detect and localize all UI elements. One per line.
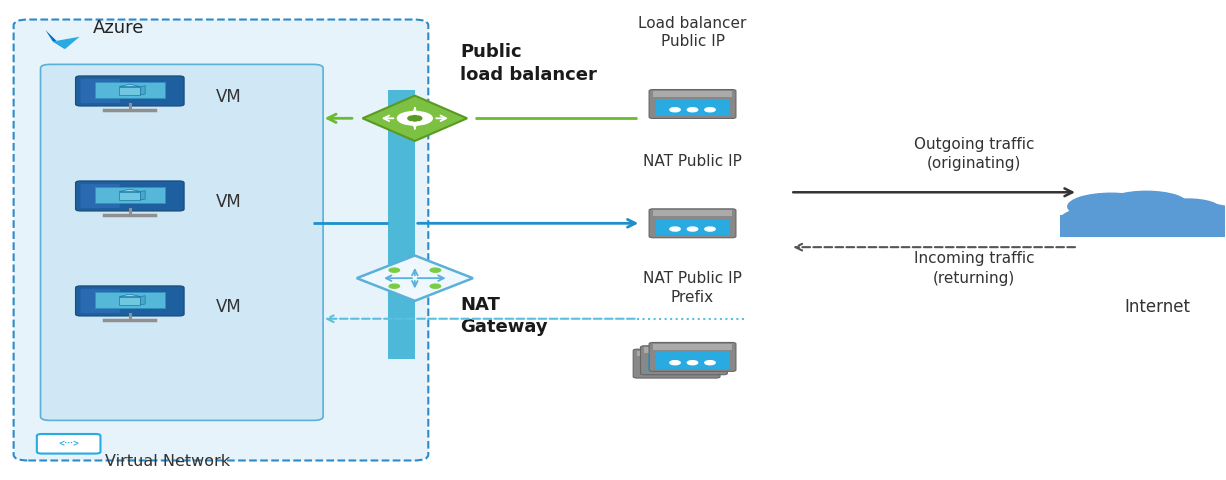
Circle shape: [688, 360, 698, 365]
FancyBboxPatch shape: [636, 350, 716, 356]
FancyBboxPatch shape: [649, 90, 736, 119]
Text: Internet: Internet: [1124, 298, 1190, 316]
Ellipse shape: [1105, 191, 1188, 216]
Text: Load balancer
Public IP: Load balancer Public IP: [639, 16, 747, 49]
FancyBboxPatch shape: [387, 90, 414, 360]
FancyBboxPatch shape: [96, 292, 164, 308]
FancyBboxPatch shape: [13, 20, 428, 460]
Polygon shape: [119, 189, 141, 192]
Polygon shape: [141, 296, 145, 305]
FancyBboxPatch shape: [76, 76, 184, 106]
Circle shape: [661, 364, 672, 368]
Polygon shape: [141, 191, 145, 200]
Polygon shape: [357, 255, 473, 301]
Circle shape: [397, 111, 433, 125]
FancyBboxPatch shape: [649, 209, 736, 238]
FancyBboxPatch shape: [119, 297, 141, 305]
Circle shape: [688, 227, 698, 231]
Circle shape: [696, 364, 706, 368]
Text: VM: VM: [216, 298, 242, 316]
FancyBboxPatch shape: [656, 219, 728, 235]
Circle shape: [389, 284, 400, 288]
Circle shape: [669, 227, 680, 231]
FancyBboxPatch shape: [96, 187, 164, 203]
Circle shape: [672, 367, 682, 372]
Circle shape: [430, 268, 440, 272]
Circle shape: [705, 108, 715, 112]
FancyBboxPatch shape: [37, 434, 101, 454]
Circle shape: [705, 227, 715, 231]
Circle shape: [688, 108, 698, 112]
Circle shape: [430, 284, 440, 288]
FancyBboxPatch shape: [652, 91, 732, 96]
Text: Azure: Azure: [93, 19, 145, 36]
Circle shape: [389, 268, 400, 272]
Circle shape: [689, 367, 699, 372]
FancyBboxPatch shape: [640, 359, 712, 375]
Circle shape: [669, 360, 680, 365]
FancyBboxPatch shape: [1060, 215, 1226, 237]
Text: Outgoing traffic
(originating): Outgoing traffic (originating): [913, 137, 1034, 171]
FancyBboxPatch shape: [649, 342, 736, 372]
Text: VM: VM: [216, 193, 242, 211]
FancyBboxPatch shape: [76, 286, 184, 316]
Circle shape: [705, 360, 715, 365]
FancyBboxPatch shape: [81, 79, 120, 103]
FancyBboxPatch shape: [40, 64, 324, 420]
Ellipse shape: [1067, 192, 1155, 220]
FancyBboxPatch shape: [656, 99, 728, 116]
FancyBboxPatch shape: [119, 192, 141, 200]
FancyBboxPatch shape: [652, 344, 732, 349]
FancyBboxPatch shape: [656, 352, 728, 369]
Circle shape: [679, 364, 689, 368]
FancyBboxPatch shape: [76, 181, 184, 211]
Circle shape: [653, 367, 664, 372]
Polygon shape: [119, 84, 141, 86]
FancyBboxPatch shape: [640, 346, 727, 375]
FancyBboxPatch shape: [647, 356, 720, 372]
Circle shape: [669, 108, 680, 112]
Text: Public
load balancer: Public load balancer: [460, 43, 597, 84]
Polygon shape: [363, 96, 467, 141]
Text: Incoming traffic
(returning): Incoming traffic (returning): [913, 251, 1035, 286]
Text: NAT Public IP
Prefix: NAT Public IP Prefix: [644, 271, 742, 304]
Ellipse shape: [1155, 198, 1221, 220]
Circle shape: [408, 116, 422, 121]
Text: <···>: <···>: [58, 439, 80, 448]
FancyBboxPatch shape: [119, 86, 141, 95]
FancyBboxPatch shape: [652, 210, 732, 216]
Polygon shape: [141, 86, 145, 95]
Text: NAT
Gateway: NAT Gateway: [460, 296, 548, 336]
FancyBboxPatch shape: [633, 349, 720, 378]
Text: VM: VM: [216, 88, 242, 106]
Polygon shape: [53, 36, 80, 49]
FancyBboxPatch shape: [644, 347, 723, 353]
Ellipse shape: [1060, 200, 1226, 237]
Text: Virtual Network: Virtual Network: [105, 455, 230, 469]
FancyBboxPatch shape: [81, 289, 120, 313]
Polygon shape: [45, 30, 65, 49]
FancyBboxPatch shape: [81, 184, 120, 208]
FancyBboxPatch shape: [96, 82, 164, 98]
Polygon shape: [119, 294, 141, 297]
Text: NAT Public IP: NAT Public IP: [644, 154, 742, 169]
